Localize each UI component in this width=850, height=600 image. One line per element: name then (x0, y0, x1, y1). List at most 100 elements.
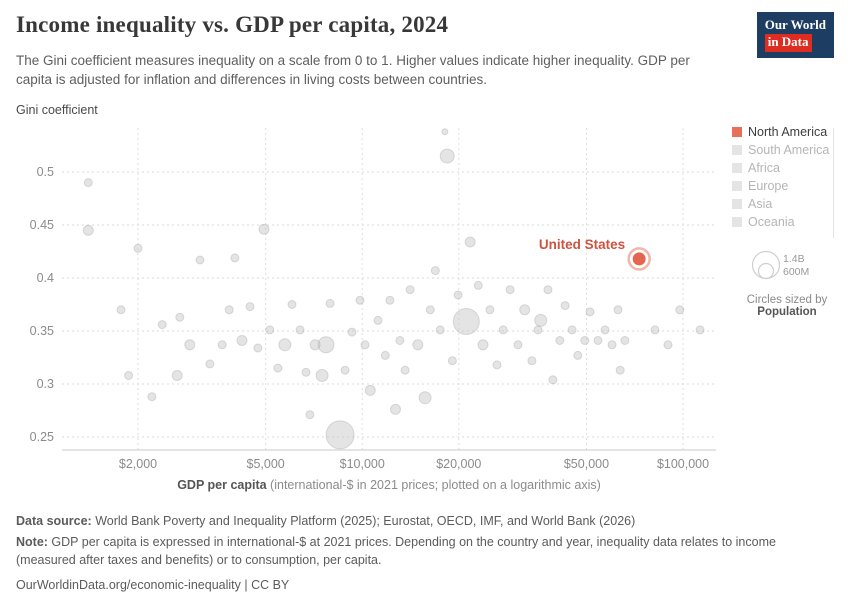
data-point[interactable] (258, 223, 270, 235)
data-point[interactable] (675, 305, 685, 315)
data-point[interactable] (301, 367, 311, 377)
legend-swatch-icon (732, 127, 742, 137)
data-point[interactable] (395, 336, 405, 345)
data-point[interactable] (593, 336, 603, 345)
data-point[interactable] (453, 290, 463, 300)
data-point[interactable] (253, 343, 263, 353)
data-point[interactable] (405, 285, 415, 295)
x-tick-label: $2,000 (119, 457, 157, 471)
data-point[interactable] (373, 315, 383, 325)
data-point[interactable] (615, 365, 625, 375)
legend-item-africa[interactable]: Africa (732, 161, 848, 175)
data-point[interactable] (83, 178, 93, 188)
data-point[interactable] (620, 336, 630, 345)
page-title: Income inequality vs. GDP per capita, 20… (16, 12, 449, 37)
data-point[interactable] (555, 336, 565, 345)
data-point[interactable] (607, 340, 617, 350)
legend-item-asia[interactable]: Asia (732, 197, 848, 211)
data-point[interactable] (224, 305, 234, 315)
data-point[interactable] (600, 325, 610, 335)
data-point[interactable] (360, 340, 370, 350)
note-line: Note: GDP per capita is expressed in int… (16, 535, 776, 568)
highlight-label[interactable]: United States (539, 237, 625, 252)
data-point[interactable] (157, 320, 167, 330)
data-point[interactable] (543, 285, 553, 295)
data-point[interactable] (315, 369, 329, 382)
data-point[interactable] (347, 327, 357, 337)
legend-item-north-america[interactable]: North America (732, 125, 848, 139)
data-point[interactable] (439, 148, 455, 164)
data-point[interactable] (278, 338, 292, 352)
data-point[interactable] (273, 363, 283, 373)
data-point[interactable] (473, 280, 483, 290)
data-point[interactable] (430, 266, 440, 276)
data-point[interactable] (519, 304, 531, 316)
data-point[interactable] (452, 308, 480, 335)
data-point[interactable] (505, 285, 515, 295)
data-point[interactable] (390, 403, 401, 415)
data-point[interactable] (317, 336, 335, 354)
data-point[interactable] (477, 339, 489, 351)
data-point[interactable] (663, 340, 673, 350)
data-point[interactable] (355, 295, 365, 305)
data-point[interactable] (265, 325, 275, 335)
highlighted-point-united-states[interactable] (632, 252, 646, 266)
data-point[interactable] (650, 325, 660, 335)
data-point[interactable] (400, 365, 410, 375)
owid-link[interactable]: OurWorldinData.org/economic-inequality |… (16, 578, 290, 593)
data-point[interactable] (513, 340, 523, 350)
data-point[interactable] (340, 365, 350, 375)
data-point[interactable] (560, 301, 570, 311)
data-point[interactable] (425, 305, 435, 315)
data-point[interactable] (580, 336, 590, 345)
data-point[interactable] (385, 295, 395, 305)
data-point[interactable] (441, 128, 449, 136)
data-point[interactable] (485, 305, 495, 315)
data-point[interactable] (464, 236, 476, 248)
data-point[interactable] (133, 243, 143, 253)
data-point[interactable] (585, 307, 595, 317)
data-point[interactable] (124, 371, 134, 380)
data-point[interactable] (287, 300, 297, 309)
data-point[interactable] (171, 370, 183, 381)
data-point[interactable] (534, 313, 548, 327)
owid-logo[interactable]: Our World in Data (756, 12, 834, 58)
data-point[interactable] (175, 312, 185, 322)
data-source-line: Data source: World Bank Poverty and Ineq… (16, 514, 636, 528)
data-point[interactable] (695, 325, 705, 335)
chart-footer: Data source: World Bank Poverty and Ineq… (16, 512, 836, 595)
data-point[interactable] (116, 305, 126, 315)
data-point[interactable] (147, 392, 157, 402)
data-point[interactable] (236, 335, 248, 346)
owid-logo-line2: in Data (764, 34, 812, 52)
data-point[interactable] (309, 339, 321, 351)
data-point[interactable] (82, 224, 94, 236)
data-point[interactable] (380, 350, 390, 360)
legend-item-oceania[interactable]: Oceania (732, 215, 848, 229)
data-point[interactable] (447, 356, 457, 366)
data-point[interactable] (230, 253, 240, 263)
data-point[interactable] (217, 340, 227, 350)
data-point[interactable] (533, 325, 543, 335)
legend-item-south-america[interactable]: South America (732, 143, 848, 157)
data-point[interactable] (325, 298, 335, 308)
data-point[interactable] (364, 384, 376, 396)
data-point[interactable] (435, 325, 445, 335)
data-point[interactable] (567, 325, 577, 335)
data-point[interactable] (548, 375, 558, 385)
data-point[interactable] (184, 339, 196, 351)
data-point[interactable] (527, 356, 537, 366)
data-point[interactable] (613, 305, 623, 315)
data-point[interactable] (305, 410, 315, 420)
data-point[interactable] (205, 359, 215, 369)
legend-item-europe[interactable]: Europe (732, 179, 848, 193)
data-point[interactable] (498, 325, 508, 335)
data-point[interactable] (295, 325, 305, 335)
data-point[interactable] (195, 255, 205, 265)
data-point[interactable] (325, 420, 355, 450)
data-point[interactable] (418, 391, 432, 405)
data-point[interactable] (573, 350, 583, 360)
data-point[interactable] (245, 302, 255, 312)
data-point[interactable] (412, 339, 424, 351)
data-point[interactable] (492, 360, 502, 370)
